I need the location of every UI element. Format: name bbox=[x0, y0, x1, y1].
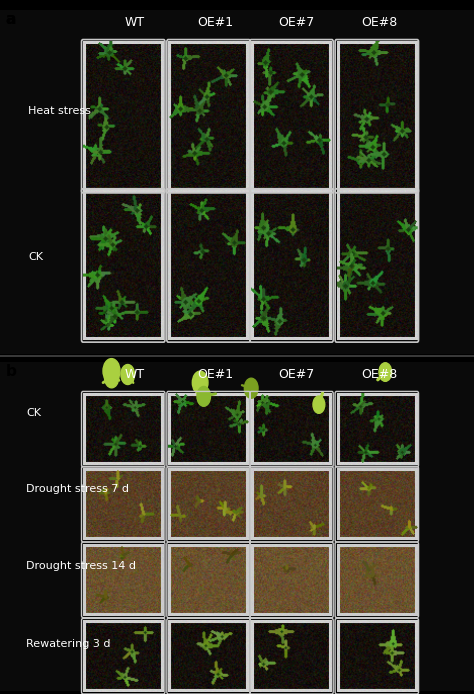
Circle shape bbox=[197, 387, 210, 406]
Text: Drought stress 7 d: Drought stress 7 d bbox=[26, 484, 129, 494]
Circle shape bbox=[379, 363, 392, 381]
Text: CK: CK bbox=[26, 408, 41, 418]
Circle shape bbox=[105, 367, 118, 388]
Text: WT: WT bbox=[125, 17, 145, 29]
Text: Heat stress: Heat stress bbox=[28, 106, 91, 116]
Bar bbox=[0, 10, 474, 354]
Text: b: b bbox=[6, 364, 17, 379]
Circle shape bbox=[121, 364, 135, 384]
Text: Drought stress 14 d: Drought stress 14 d bbox=[26, 561, 136, 570]
Circle shape bbox=[313, 396, 325, 414]
Text: OE#7: OE#7 bbox=[278, 17, 314, 29]
Text: a: a bbox=[6, 12, 16, 27]
Text: OE#7: OE#7 bbox=[278, 369, 314, 381]
Text: a: a bbox=[6, 12, 16, 27]
Circle shape bbox=[103, 359, 120, 384]
Text: WT: WT bbox=[125, 369, 145, 381]
Text: CK: CK bbox=[28, 252, 44, 262]
Bar bbox=[0, 362, 474, 691]
Text: OE#1: OE#1 bbox=[198, 369, 234, 381]
Text: OE#8: OE#8 bbox=[361, 17, 397, 29]
Text: OE#1: OE#1 bbox=[198, 17, 234, 29]
Text: Rewatering 3 d: Rewatering 3 d bbox=[26, 639, 110, 649]
Circle shape bbox=[245, 378, 258, 398]
Circle shape bbox=[192, 371, 208, 394]
Text: OE#8: OE#8 bbox=[361, 369, 397, 381]
